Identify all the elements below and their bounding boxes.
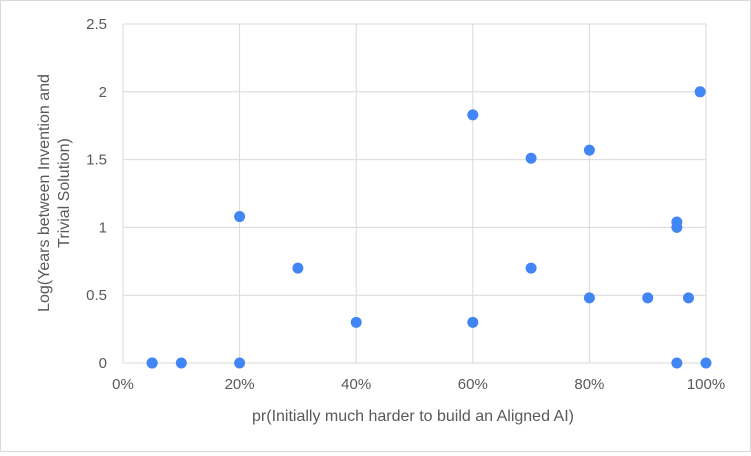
data-point [467,109,479,121]
x-tick-label: 40% [341,376,371,393]
data-point [671,221,683,233]
data-point [694,86,706,98]
y-tick-label: 1.5 [86,152,107,169]
data-point [175,357,187,369]
data-point [525,262,537,274]
data-point [683,292,695,304]
x-tick-label: 0% [112,376,134,393]
x-tick-label: 20% [225,376,255,393]
y-tick-label: 2 [99,84,107,101]
y-axis-title-line-1: Log(Years between Invention and [36,74,53,312]
data-point [671,357,683,369]
y-tick-label: 0.5 [86,287,107,304]
data-point [350,316,362,328]
gridlines [122,23,707,364]
data-point [700,357,712,369]
x-tick-label: 100% [687,376,725,393]
data-point [583,144,595,156]
y-axis-title-line-2: Trivial Solution) [56,138,73,248]
y-tick-label: 2.5 [86,16,107,33]
data-point [146,357,158,369]
data-point [467,316,479,328]
x-tick-label: 80% [574,376,604,393]
data-point [525,152,537,164]
data-point [292,262,304,274]
tick-labels: 0% 20% 40% 60% 80% 100% 0 0.5 1 1.5 2 2.5 [86,16,725,393]
data-points [146,86,712,369]
y-tick-label: 1 [99,219,107,236]
y-axis-title: Log(Years between Invention and Trivial … [36,74,73,312]
y-tick-label: 0 [99,355,107,372]
x-tick-label: 60% [458,376,488,393]
data-point [234,211,246,223]
data-point [642,292,654,304]
x-axis-title: pr(Initially much harder to build an Ali… [252,408,574,425]
data-point [234,357,246,369]
data-point [583,292,595,304]
